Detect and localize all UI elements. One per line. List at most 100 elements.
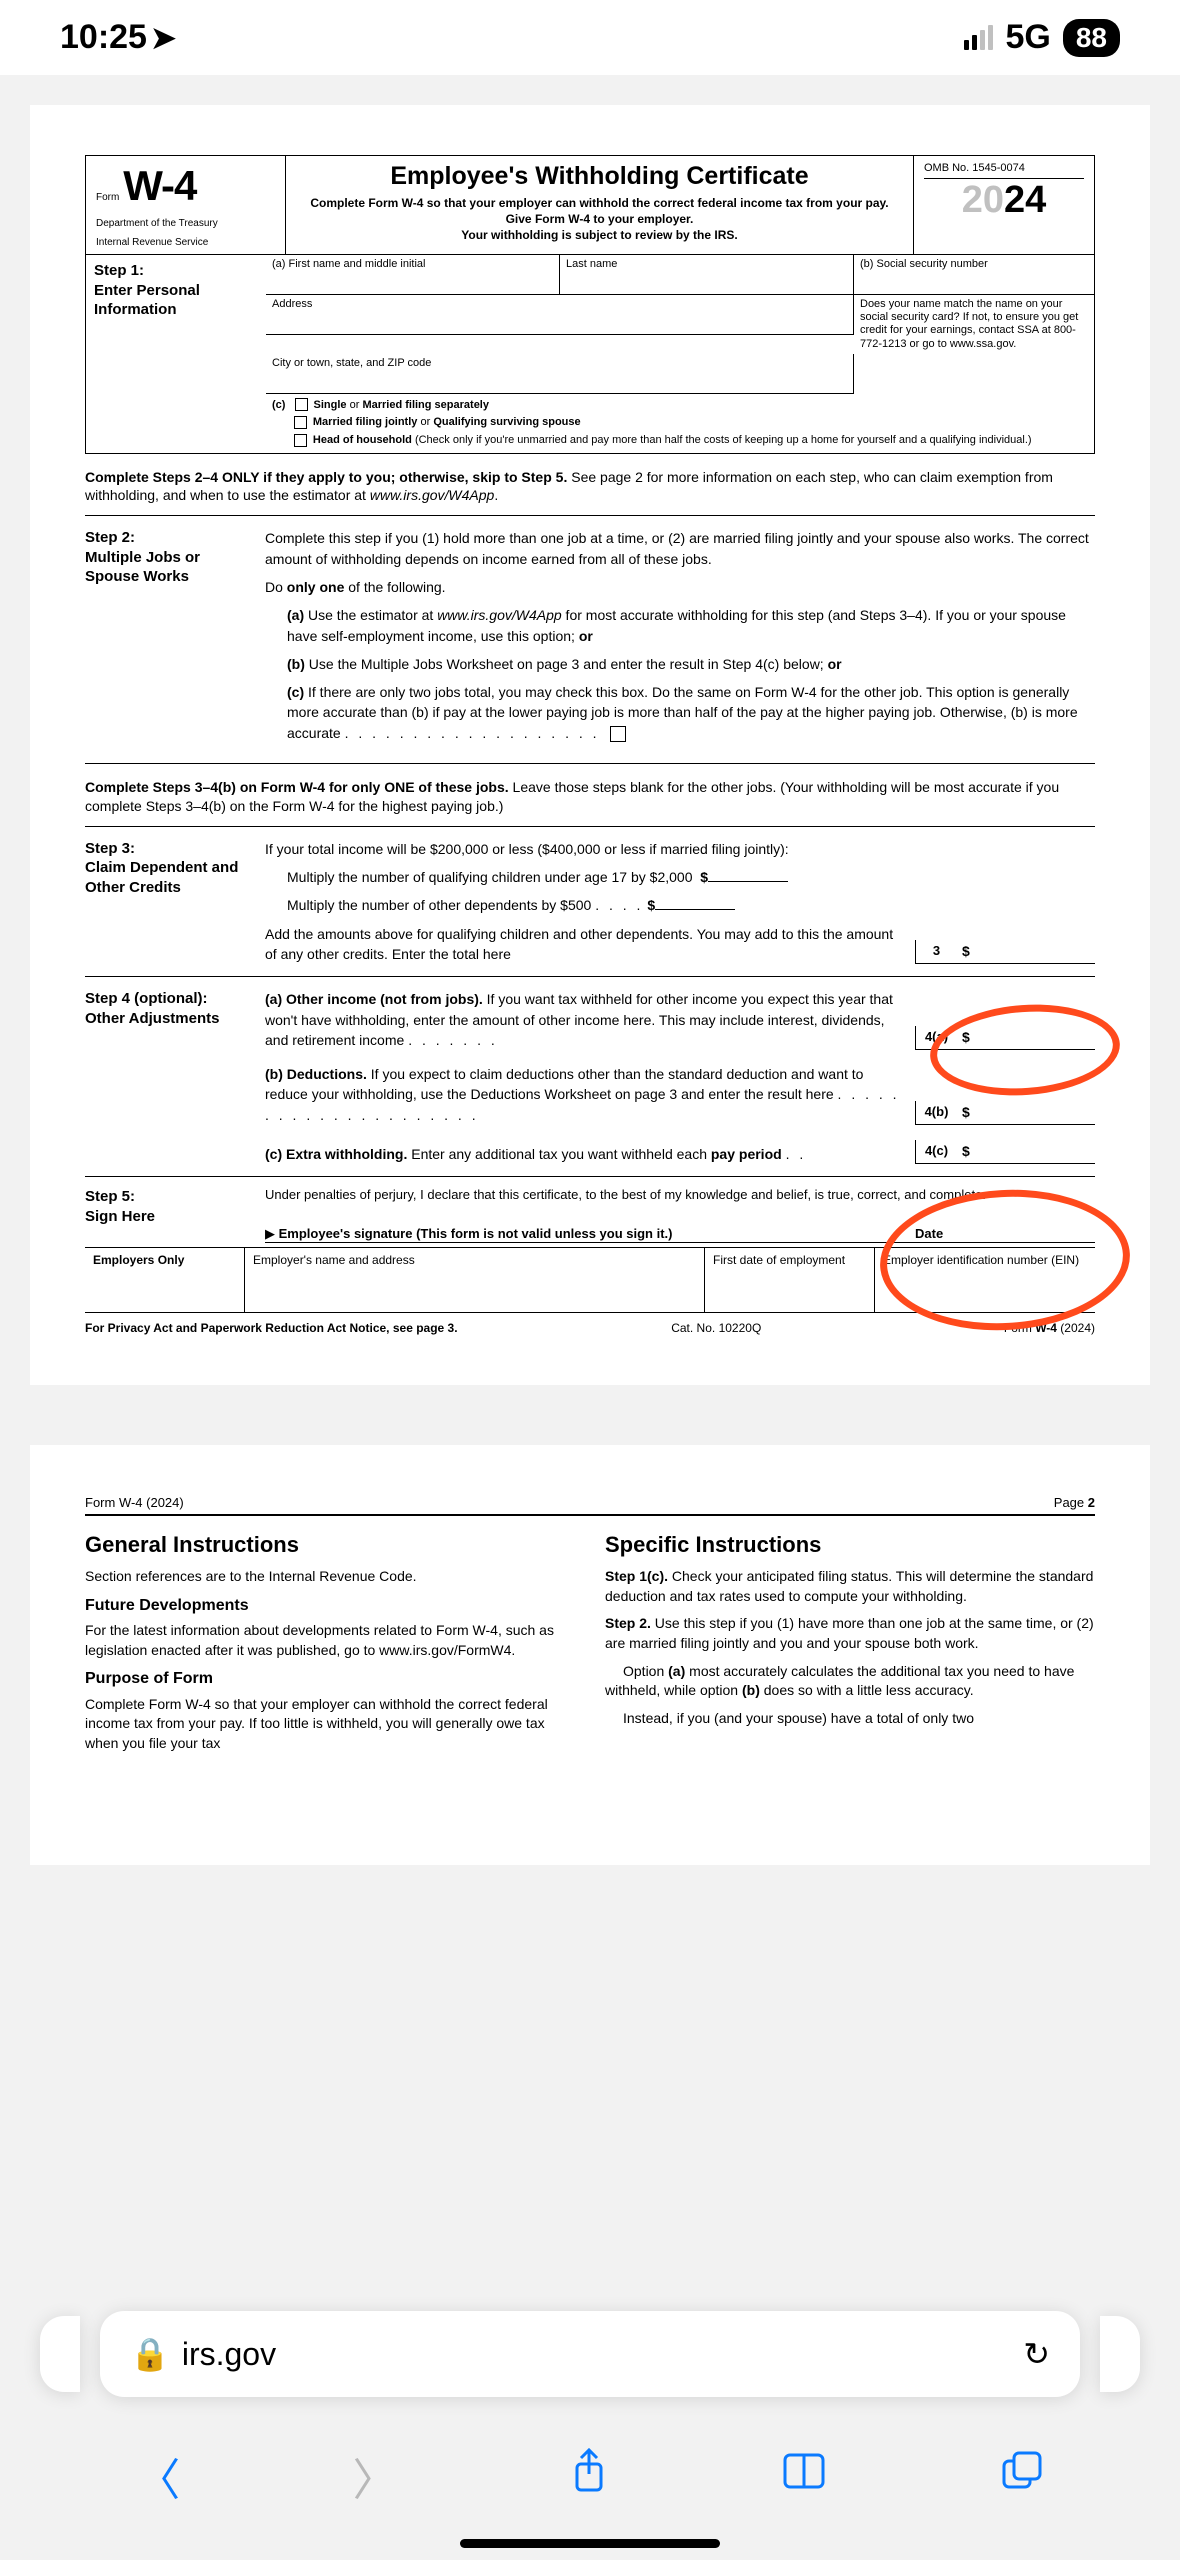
step-4a: (a) Other income (not from jobs). If you… [265, 989, 915, 1050]
form-title: Employee's Withholding Certificate [296, 162, 903, 191]
step-3-kids: Multiply the number of qualifying childr… [265, 867, 1095, 887]
box-4a-label: 4(a) [915, 1026, 957, 1050]
step-3-label-2: Claim Dependent and Other Credits [85, 858, 255, 897]
step-5: Step 5: Sign Here Under penalties of per… [85, 1176, 1095, 1247]
url-text: irs.gov [182, 2336, 276, 2373]
safari-url-bar: 🔒 irs.gov ↻ [0, 2293, 1180, 2415]
network-label: 5G [1005, 18, 1050, 57]
box-4b-value[interactable]: $ [957, 1100, 1095, 1125]
signature-line[interactable]: ▶ Employee's signature (This form is not… [265, 1226, 1095, 1243]
address-field[interactable]: Address [266, 295, 854, 335]
location-icon: ➤ [151, 22, 176, 55]
perjury-declaration: Under penalties of perjury, I declare th… [265, 1187, 1095, 1202]
form-label: Form [96, 192, 119, 203]
first-name-field[interactable]: (a) First name and middle initial [266, 255, 560, 295]
specific-instructions: Specific Instructions Step 1(c). Check y… [605, 1530, 1095, 1761]
bookmarks-button[interactable] [781, 2451, 827, 2502]
box-4b-label: 4(b) [915, 1101, 957, 1125]
step-5-label: Step 5: [85, 1187, 255, 1207]
step-3-p1: If your total income will be $200,000 or… [265, 839, 1095, 859]
safari-toolbar: 〈 〉 [0, 2422, 1180, 2530]
back-button[interactable]: 〈 [136, 2444, 180, 2508]
ssn-note: Does your name match the name on your so… [854, 295, 1094, 354]
tab-peek-right[interactable] [1100, 2316, 1140, 2392]
step-4c: (c) Extra withholding. Enter any additio… [265, 1144, 915, 1164]
field-3-kids[interactable] [708, 881, 788, 882]
step-3-add: Add the amounts above for qualifying chi… [265, 924, 915, 965]
step-3-other: Multiply the number of other dependents … [265, 895, 1095, 915]
checkbox-2c[interactable] [610, 726, 626, 742]
ios-status-bar: 10:25➤ 5G 88 [0, 0, 1180, 75]
tab-peek-left[interactable] [40, 2316, 80, 2392]
step-4: Step 4 (optional): Other Adjustments (a)… [85, 976, 1095, 1176]
step-2-c: (c) If there are only two jobs total, yo… [265, 682, 1095, 743]
form-sub-2: Give Form W-4 to your employer. [296, 211, 903, 227]
form-footer: For Privacy Act and Paperwork Reduction … [85, 1313, 1095, 1335]
document-viewport[interactable]: Form W-4 Department of the Treasury Inte… [0, 75, 1180, 1865]
ssn-field[interactable]: (b) Social security number [854, 255, 1094, 295]
ein-field[interactable]: Employer identification number (EIN) [875, 1248, 1095, 1312]
step-1-label: Step 1: [94, 261, 258, 281]
forward-button[interactable]: 〉 [353, 2444, 397, 2508]
box-3-label: 3 [915, 940, 957, 964]
employers-label: Employers Only [85, 1248, 245, 1312]
share-button[interactable] [569, 2448, 609, 2505]
reload-icon[interactable]: ↻ [1023, 2335, 1050, 2373]
home-indicator[interactable] [460, 2539, 720, 2548]
box-3-value[interactable]: $ [957, 939, 1095, 964]
field-3-other[interactable] [655, 909, 735, 910]
p2-header-left: Form W-4 (2024) [85, 1495, 184, 1510]
form-sub-1: Complete Form W-4 so that your employer … [296, 195, 903, 211]
privacy-notice: For Privacy Act and Paperwork Reduction … [85, 1321, 590, 1335]
form-code: W-4 [123, 162, 196, 209]
form-header: Form W-4 Department of the Treasury Inte… [85, 155, 1095, 254]
checkbox-mfj[interactable] [294, 416, 307, 429]
step-4-label: Step 4 (optional): [85, 989, 255, 1009]
signal-icon [964, 25, 993, 50]
step-2-label: Step 2: [85, 528, 255, 548]
step-2: Step 2: Multiple Jobs or Spouse Works Co… [85, 515, 1095, 763]
general-instructions: General Instructions Section references … [85, 1530, 575, 1761]
checkbox-hoh[interactable] [294, 434, 307, 447]
status-right: 5G 88 [964, 18, 1120, 57]
checkbox-single[interactable] [295, 398, 308, 411]
step-4b: (b) Deductions. If you expect to claim d… [265, 1064, 915, 1125]
lock-icon: 🔒 [130, 2335, 170, 2373]
step-3-label: Step 3: [85, 839, 255, 859]
last-name-field[interactable]: Last name [560, 255, 854, 295]
step-2-b: (b) Use the Multiple Jobs Worksheet on p… [265, 654, 1095, 674]
dept-line-1: Department of the Treasury [96, 218, 275, 229]
tabs-button[interactable] [1000, 2449, 1044, 2504]
box-4a-value[interactable]: $ [957, 1025, 1095, 1050]
step-3: Step 3: Claim Dependent and Other Credit… [85, 826, 1095, 976]
city-field[interactable]: City or town, state, and ZIP code [266, 354, 854, 394]
first-date-field[interactable]: First date of employment [705, 1248, 875, 1312]
battery-icon: 88 [1063, 19, 1120, 57]
step-1-label-2: Enter Personal Information [94, 281, 258, 320]
step-2-p1: Complete this step if you (1) hold more … [265, 528, 1095, 569]
omb-number: OMB No. 1545-0074 [924, 162, 1084, 179]
form-id-footer: Form W-4 (2024) [843, 1321, 1096, 1335]
step-4-label-2: Other Adjustments [85, 1009, 255, 1029]
form-w4-page-2: Form W-4 (2024) Page 2 General Instructi… [30, 1445, 1150, 1865]
filing-status: (c) Single or Married filing separately … [266, 394, 1094, 453]
step-2-only: Do only one of the following. [265, 577, 1095, 597]
form-w4-page-1: Form W-4 Department of the Treasury Inte… [30, 105, 1150, 1385]
form-sub-3: Your withholding is subject to review by… [296, 227, 903, 243]
step-2-a: (a) Use the estimator at www.irs.gov/W4A… [265, 605, 1095, 646]
step-1: Step 1: Enter Personal Information (a) F… [85, 254, 1095, 454]
box-4c-value[interactable]: $ [957, 1139, 1095, 1164]
box-4c-label: 4(c) [915, 1140, 957, 1164]
status-time: 10:25➤ [60, 18, 176, 57]
instruction-mid-2: Complete Steps 3–4(b) on Form W-4 for on… [85, 763, 1095, 826]
p2-header-right: Page 2 [1054, 1495, 1095, 1510]
employers-only: Employers Only Employer's name and addre… [85, 1247, 1095, 1313]
employer-name-field[interactable]: Employer's name and address [245, 1248, 705, 1312]
dept-line-2: Internal Revenue Service [96, 237, 275, 248]
cat-number: Cat. No. 10220Q [590, 1321, 843, 1335]
form-year: 2024 [924, 179, 1084, 222]
url-pill[interactable]: 🔒 irs.gov ↻ [100, 2311, 1080, 2397]
step-5-label-2: Sign Here [85, 1207, 255, 1227]
step-2-label-2: Multiple Jobs or Spouse Works [85, 548, 255, 587]
instruction-mid-1: Complete Steps 2–4 ONLY if they apply to… [85, 454, 1095, 516]
